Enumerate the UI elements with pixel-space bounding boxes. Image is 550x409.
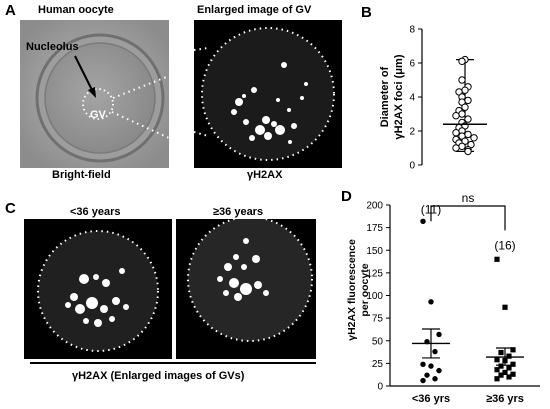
brightfield-image: Nucleolus GV [20, 20, 169, 168]
d-y-tick-label: 0 [377, 382, 383, 393]
d-y-tick-label: 75 [372, 314, 384, 325]
d-y-tick-label: 150 [366, 246, 383, 257]
old-oocyte-gv-image [176, 219, 316, 359]
panel-a-right-caption: γH2AX [247, 169, 283, 181]
d-data-point [428, 299, 434, 305]
young-gv-foci [65, 268, 129, 327]
d-data-point [494, 357, 500, 363]
d-data-point [498, 363, 504, 369]
b-data-point [458, 57, 466, 65]
b-data-point [464, 147, 472, 156]
d-data-point [502, 369, 508, 376]
young-oocyte-gv-image [24, 219, 172, 359]
d-data-point [420, 377, 426, 384]
d-data-point [432, 376, 438, 382]
d-data-point [506, 353, 512, 359]
d-data-point [494, 256, 500, 262]
d-y-tick-label: 175 [366, 223, 383, 234]
old-gv-outline [187, 219, 313, 342]
d-data-point [510, 361, 516, 367]
d-significance-label: ns [462, 195, 475, 205]
d-x-category-label: ≥36 yrs [486, 393, 524, 405]
nucleolus-arrow [74, 55, 94, 93]
d-y-label-line1: γH2AX fluorescence [346, 239, 358, 341]
b-data-point [461, 86, 469, 94]
panel-d-label: D [341, 188, 352, 205]
d-data-point [424, 372, 430, 378]
young-gv-outline [37, 230, 159, 352]
zoom-line-top [112, 75, 169, 99]
d-data-point [510, 347, 516, 353]
b-data-point [452, 112, 460, 120]
b-data-point [458, 142, 466, 151]
b-y-tick-label: 8 [409, 25, 415, 36]
d-y-tick-label: 200 [366, 201, 383, 212]
d-y-tick-label: 25 [372, 359, 384, 370]
b-data-point [470, 134, 478, 142]
d-y-tick-label: 50 [372, 336, 384, 347]
nucleolus-label: Nucleolus [26, 41, 79, 53]
b-y-label-line1: Diameter of [379, 66, 391, 127]
chart-b: 0 2 4 6 8 Diameter of γH2AX foci (μm) [379, 25, 487, 172]
d-data-point [436, 367, 442, 374]
b-y-tick-label: 4 [409, 93, 415, 104]
d-data-point [432, 348, 438, 355]
d-data-point [494, 367, 500, 373]
d-data-point [436, 331, 442, 338]
d-data-point [506, 365, 512, 371]
b-y-tick-label: 2 [409, 127, 415, 138]
panel-a-right-title: Enlarged image of GV [197, 4, 312, 16]
b-y-label-line2: γH2AX foci (μm) [393, 54, 405, 139]
panel-a-label: A [5, 2, 16, 19]
panel-c-right-title: ≥36 years [213, 206, 264, 218]
d-n-label: (16) [494, 238, 515, 252]
b-data-point [464, 130, 472, 139]
b-data-point [452, 144, 460, 152]
b-data-point [461, 103, 469, 111]
chart-d: 0 25 50 75 100 125 150 175 200 γH2AX fluorescence… [346, 195, 540, 405]
panel-c-caption-rule [30, 362, 316, 364]
panel-c-label: C [5, 200, 16, 217]
b-data-point [464, 96, 472, 105]
d-data-point [498, 372, 504, 378]
panel-c-caption: γH2AX (Enlarged images of GVs) [72, 370, 245, 382]
d-y-tick-label: 100 [366, 291, 383, 302]
d-significance-bracket [430, 205, 506, 231]
gv-nucleus [202, 28, 334, 160]
d-data-point [502, 304, 508, 310]
gv-enlarged-image [194, 20, 342, 168]
d-data-point [510, 371, 516, 377]
b-y-tick-label: 0 [409, 161, 415, 172]
b-data-point [464, 115, 472, 123]
d-data-point [420, 361, 426, 367]
d-data-point [506, 374, 512, 380]
d-data-point [428, 363, 434, 369]
b-data-point [458, 110, 466, 118]
gv-dotted-outline [201, 27, 335, 161]
panel-a-left-title: Human oocyte [38, 4, 114, 16]
old-gv-foci [217, 238, 269, 301]
panel-a-left-caption: Bright-field [52, 169, 111, 181]
panel-b-label: B [361, 4, 372, 21]
b-y-tick-label: 6 [409, 59, 415, 70]
d-data-point [420, 218, 426, 224]
panel-c-left-title: <36 years [70, 206, 121, 218]
gv-label: GV [90, 109, 107, 121]
oocyte-body [44, 42, 156, 154]
b-data-point [452, 129, 460, 137]
d-data-point [498, 349, 504, 356]
gv-outline [82, 88, 114, 120]
d-x-category-label: <36 yrs [412, 393, 450, 405]
gv-foci [231, 62, 308, 144]
d-y-tick-label: 125 [366, 268, 383, 279]
nucleolus-arrowhead [88, 87, 96, 98]
d-y-label-line2: per oocyte [359, 263, 371, 316]
b-data-point [458, 76, 466, 84]
d-data-point [494, 376, 500, 382]
